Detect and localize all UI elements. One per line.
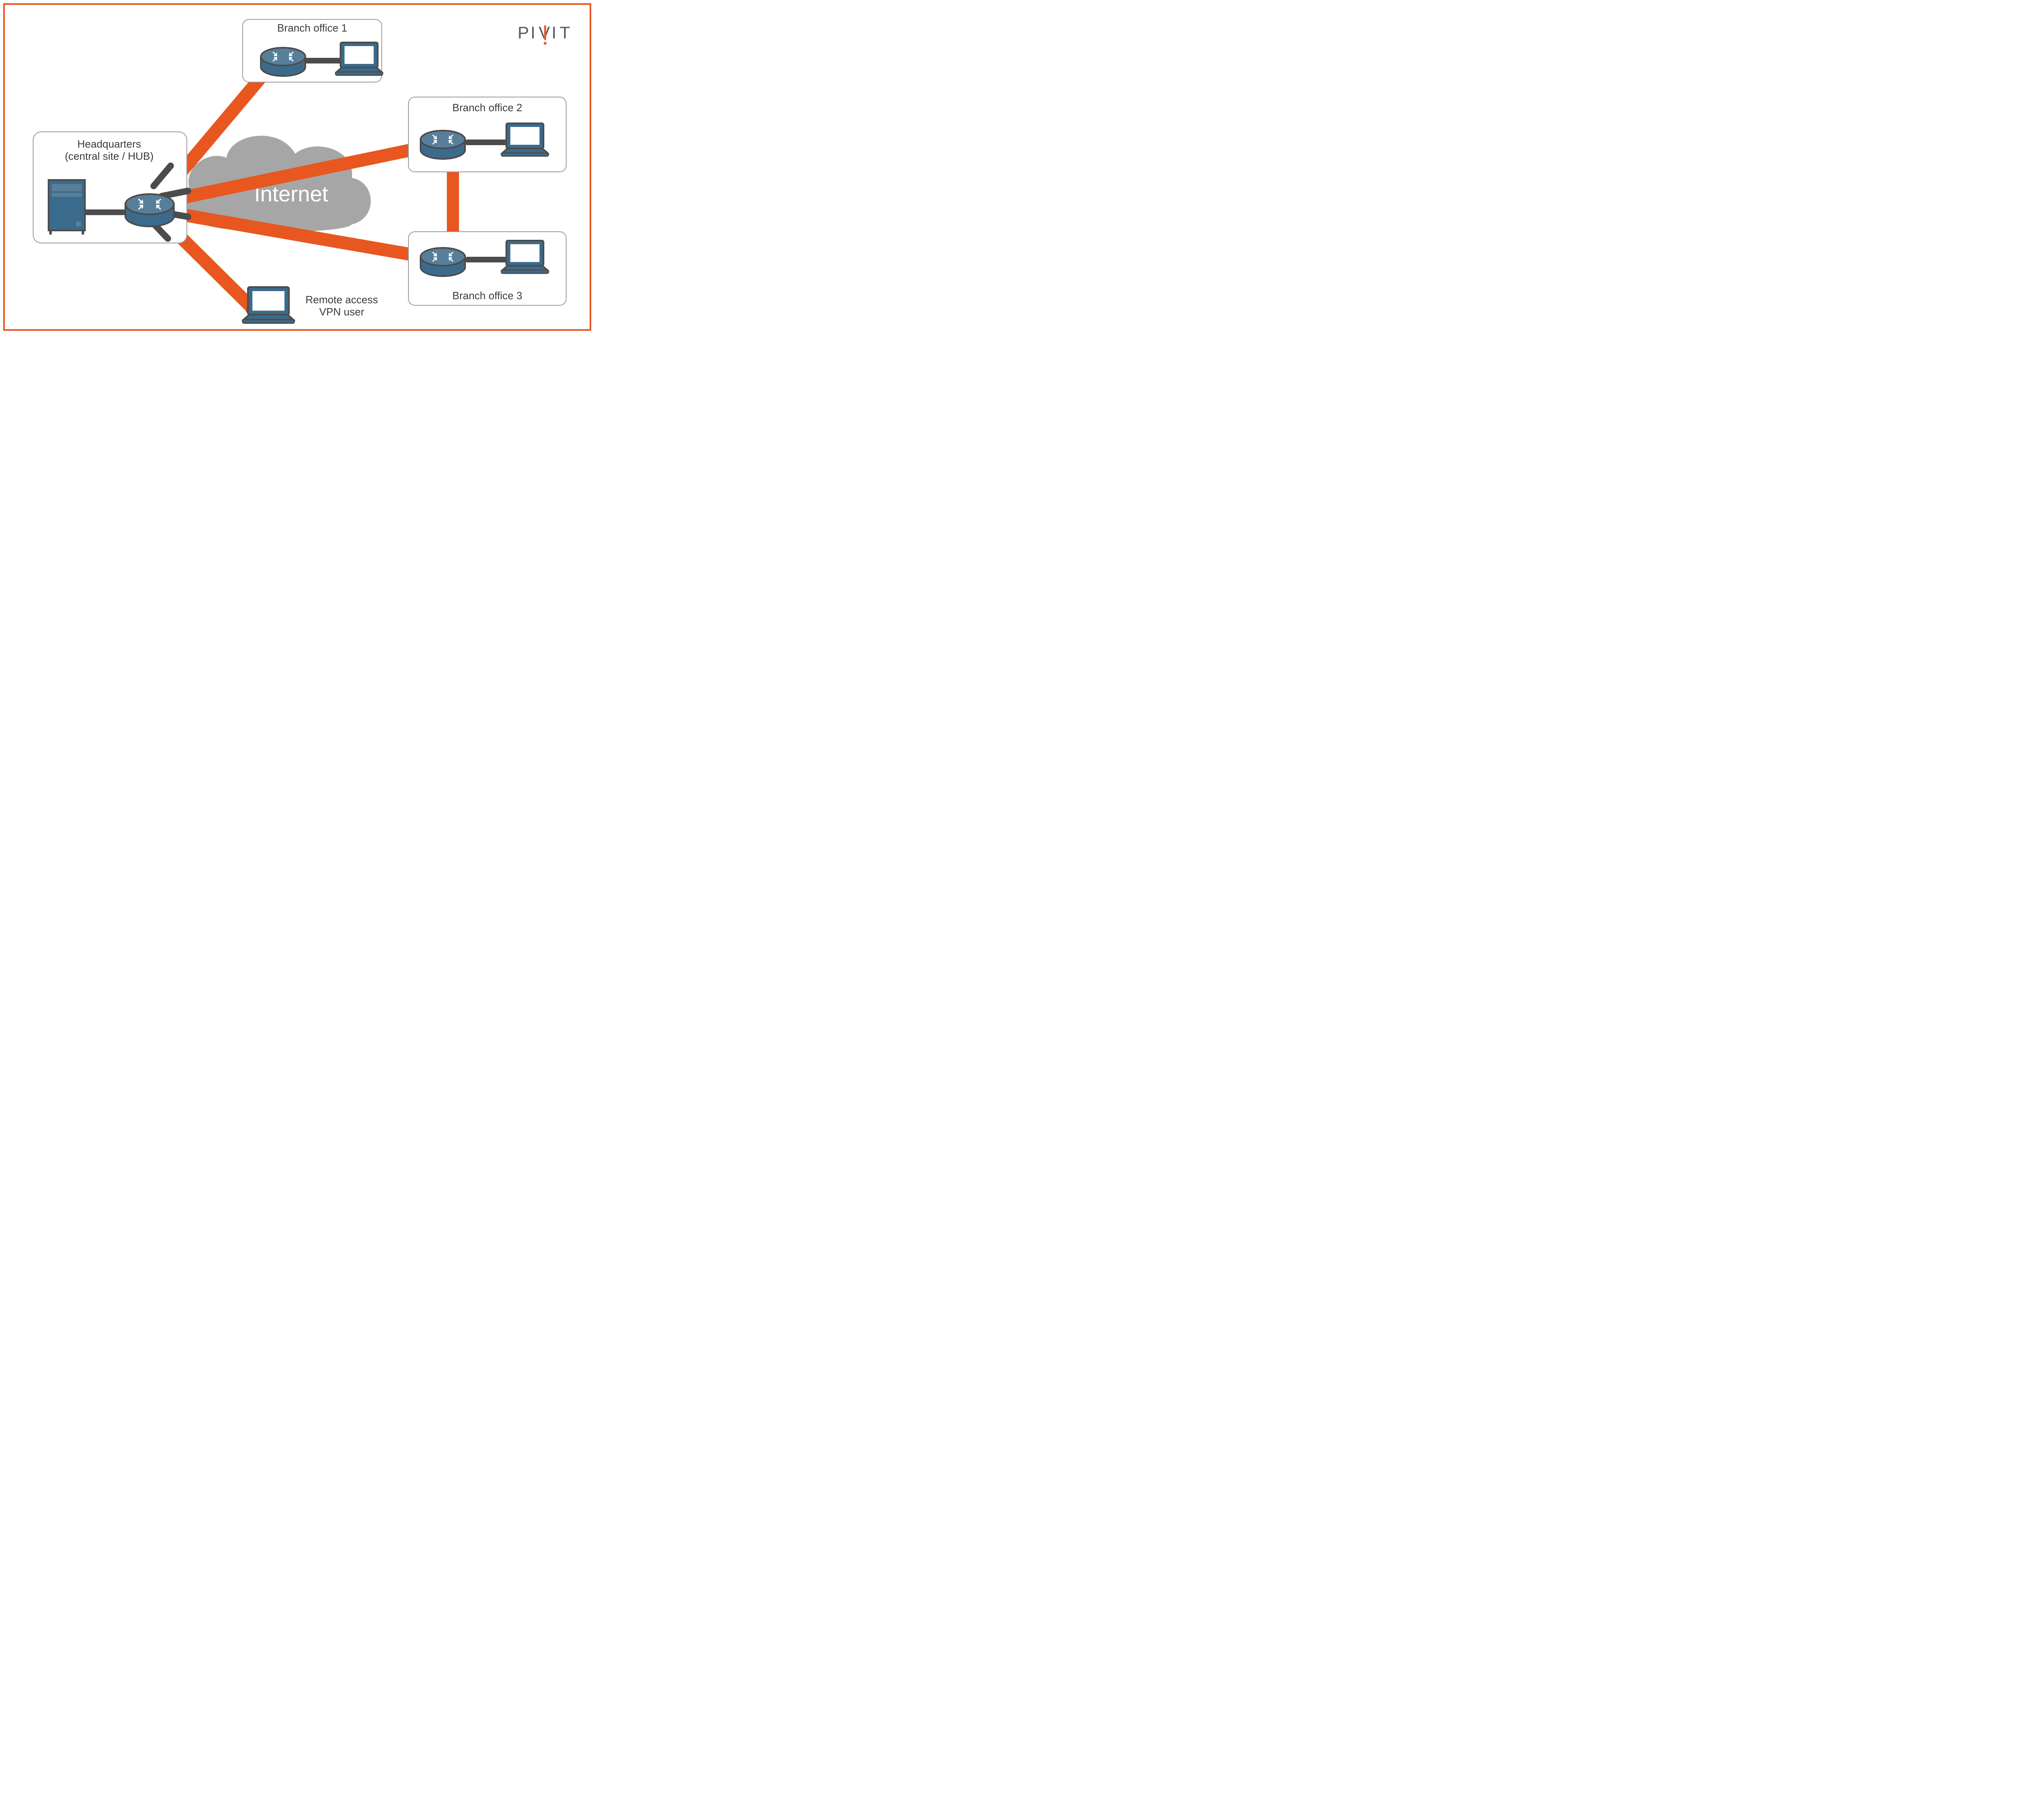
laptop-icon: [501, 123, 548, 156]
logo-letter: T: [560, 23, 570, 42]
router-icon: [421, 131, 465, 159]
server-drive: [52, 184, 82, 191]
laptop-icon: [243, 287, 294, 323]
server-drive: [52, 193, 82, 197]
logo-letter: I: [531, 23, 535, 42]
label-hq: Headquarters: [77, 138, 141, 150]
logo-letter: I: [552, 23, 556, 42]
label-hq: (central site / HUB): [65, 150, 154, 162]
vpn-tunnel: [446, 166, 460, 239]
logo-accent-dot: [544, 42, 547, 45]
server-led: [76, 222, 81, 226]
router-icon: [261, 48, 305, 76]
pivit-logo: PIVIT: [518, 23, 570, 45]
label-branch3: Branch office 3: [453, 290, 522, 302]
laptop-icon: [336, 42, 383, 75]
server-icon: [49, 180, 85, 235]
logo-letter: P: [518, 23, 529, 42]
label-remote: Remote access: [305, 294, 378, 306]
label-remote: VPN user: [319, 306, 364, 318]
router-icon: [421, 248, 465, 276]
diagram-svg: Internet Headquarters(central site / HUB…: [0, 0, 594, 334]
label-branch2: Branch office 2: [453, 101, 522, 114]
laptop-icon: [501, 241, 548, 273]
diagram-frame: Internet Headquarters(central site / HUB…: [0, 0, 594, 334]
label-branch1: Branch office 1: [277, 22, 347, 34]
router-icon: [125, 194, 174, 226]
